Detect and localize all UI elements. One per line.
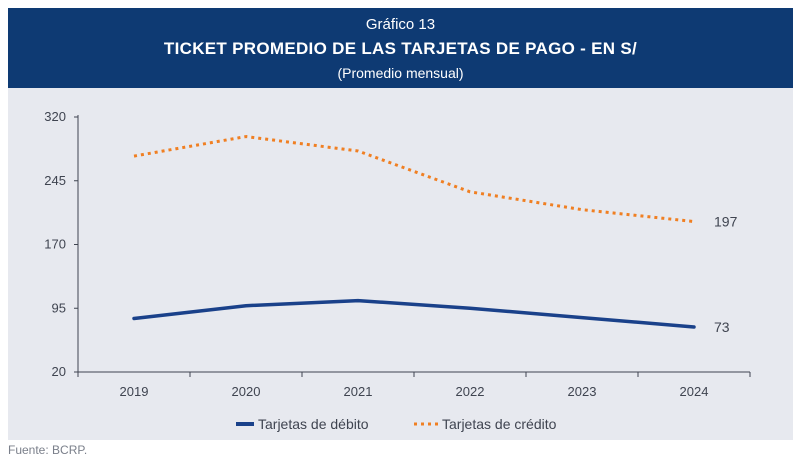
y-tick-label: 320 bbox=[44, 109, 66, 124]
series-line-credit bbox=[133, 135, 695, 224]
series-line-debit bbox=[132, 298, 696, 329]
series-group: 73 197 bbox=[132, 135, 738, 335]
x-tick-label: 2021 bbox=[344, 384, 373, 399]
legend-label: Tarjetas de débito bbox=[258, 416, 369, 432]
end-value-label: 73 bbox=[714, 319, 730, 335]
legend-label: Tarjetas de crédito bbox=[442, 416, 557, 432]
axes: 20 95 170 245 320 2019 2020 2021 2022 2023 2024 bbox=[44, 109, 751, 399]
y-tick-label: 95 bbox=[52, 300, 66, 315]
x-tick-label: 2022 bbox=[456, 384, 485, 399]
legend: Tarjetas de débito Tarjetas de crédito bbox=[236, 416, 557, 432]
chart-panel bbox=[8, 88, 793, 440]
x-tick-label: 2024 bbox=[680, 384, 709, 399]
chart-title: TICKET PROMEDIO DE LAS TARJETAS DE PAGO … bbox=[163, 39, 638, 58]
chart-header: Gráfico 13 TICKET PROMEDIO DE LAS TARJET… bbox=[8, 8, 793, 88]
figure-number: Gráfico 13 bbox=[365, 16, 436, 33]
chart-subtitle: (Promedio mensual) bbox=[337, 65, 464, 81]
y-tick-label: 170 bbox=[44, 237, 66, 252]
x-tick-label: 2023 bbox=[568, 384, 597, 399]
source-note: Fuente: BCRP. bbox=[8, 443, 88, 457]
y-tick-label: 20 bbox=[52, 364, 66, 379]
y-tick-label: 245 bbox=[44, 173, 66, 188]
x-tick-label: 2019 bbox=[120, 384, 149, 399]
end-value-label: 197 bbox=[714, 214, 738, 230]
x-tick-label: 2020 bbox=[232, 384, 261, 399]
